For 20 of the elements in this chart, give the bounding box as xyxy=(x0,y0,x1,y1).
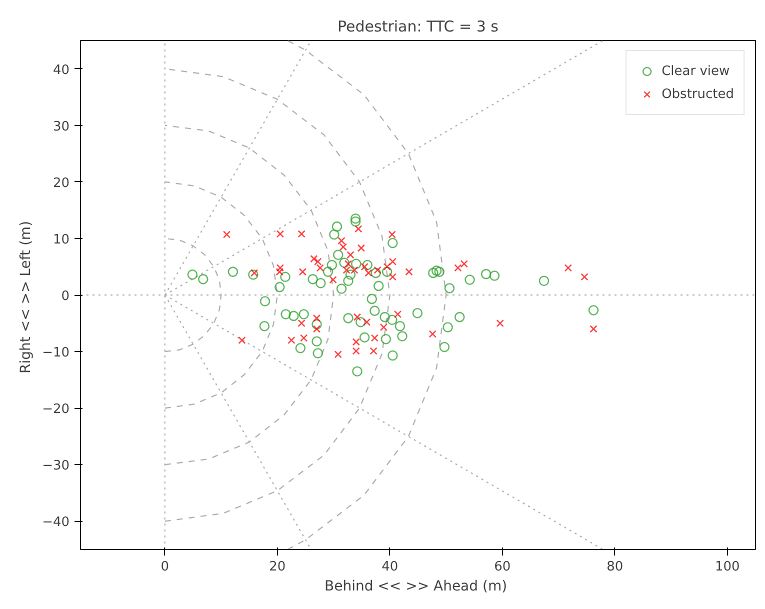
y-tick-label: −10 xyxy=(42,346,70,361)
legend-label: Obstructed xyxy=(662,86,734,102)
x-tick-label: 0 xyxy=(160,560,170,574)
chart-title: Pedestrian: TTC = 3 s xyxy=(338,18,499,36)
y-tick-label: 40 xyxy=(52,62,70,78)
y-tick-label: −20 xyxy=(42,402,70,418)
y-tick-label: 20 xyxy=(52,176,70,191)
y-tick-label: 0 xyxy=(61,289,70,304)
x-tick-label: 80 xyxy=(606,560,624,574)
legend-label: Clear view xyxy=(662,64,730,78)
y-tick-label: −40 xyxy=(42,515,70,530)
x-tick-label: 20 xyxy=(269,560,286,574)
x-tick-label: 100 xyxy=(714,560,740,574)
y-axis-title: Right << >> Left (m) xyxy=(18,220,34,374)
x-tick-label: 40 xyxy=(382,560,398,574)
x-axis-title: Behind << >> Ahead (m) xyxy=(324,578,508,594)
y-tick-label: −30 xyxy=(42,458,70,474)
x-tick-label: 60 xyxy=(494,560,511,574)
y-tick-label: 30 xyxy=(52,119,70,134)
y-tick-label: 10 xyxy=(52,232,70,248)
